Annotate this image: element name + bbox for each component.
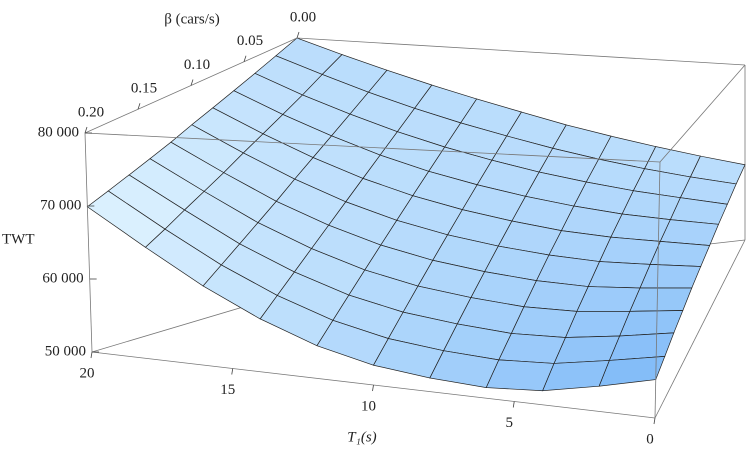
x-tick-label: 15: [220, 382, 235, 398]
x-tick: [372, 384, 374, 392]
z-tick-label: 60 000: [42, 270, 83, 286]
box-edge: [84, 132, 93, 353]
y-tick: [137, 103, 141, 110]
z-tick-label: 80 000: [38, 124, 79, 140]
y-tick: [243, 55, 247, 62]
x-tick-label: 20: [80, 365, 95, 381]
y-tick-label: 0.10: [184, 57, 210, 73]
x-tick: [653, 417, 656, 425]
surface-cell: [649, 241, 711, 267]
x-tick-label: 5: [506, 415, 514, 431]
z-tick-label: 70 000: [40, 197, 81, 213]
box-front: 0 5 10 15 20 0.00 0.05 0.10 0.15 0.20 50 000 60 000…: [38, 9, 746, 447]
y-tick-label: 0.15: [131, 81, 157, 97]
surface-cell: [619, 310, 684, 337]
box-edge: [659, 64, 746, 163]
surface-cell: [659, 219, 720, 246]
z-tick-label: 50 000: [45, 343, 86, 359]
box-edge: [84, 132, 661, 163]
y-axis-label: β (cars/s): [164, 11, 220, 27]
x-tick-label: 10: [361, 398, 376, 414]
y-tick-label: 0.05: [237, 33, 263, 49]
surface-cell: [629, 287, 693, 312]
surface: [86, 37, 746, 392]
y-tick: [296, 31, 300, 39]
y-tick: [84, 126, 88, 134]
x-tick: [231, 368, 234, 375]
y-tick-label: 0.20: [78, 104, 104, 120]
surface-cell: [639, 264, 702, 289]
y-tick: [190, 79, 194, 86]
x-axis-label: T₁(s): [347, 429, 376, 445]
x-tick: [512, 401, 515, 408]
box-edge: [654, 239, 746, 419]
z-axis-label: TWT: [2, 231, 34, 247]
box-edge: [296, 37, 746, 66]
x-tick-label: 0: [646, 431, 654, 447]
box-edge: [654, 161, 661, 419]
y-tick-label: 0.00: [290, 9, 316, 25]
x-tick: [90, 351, 93, 359]
